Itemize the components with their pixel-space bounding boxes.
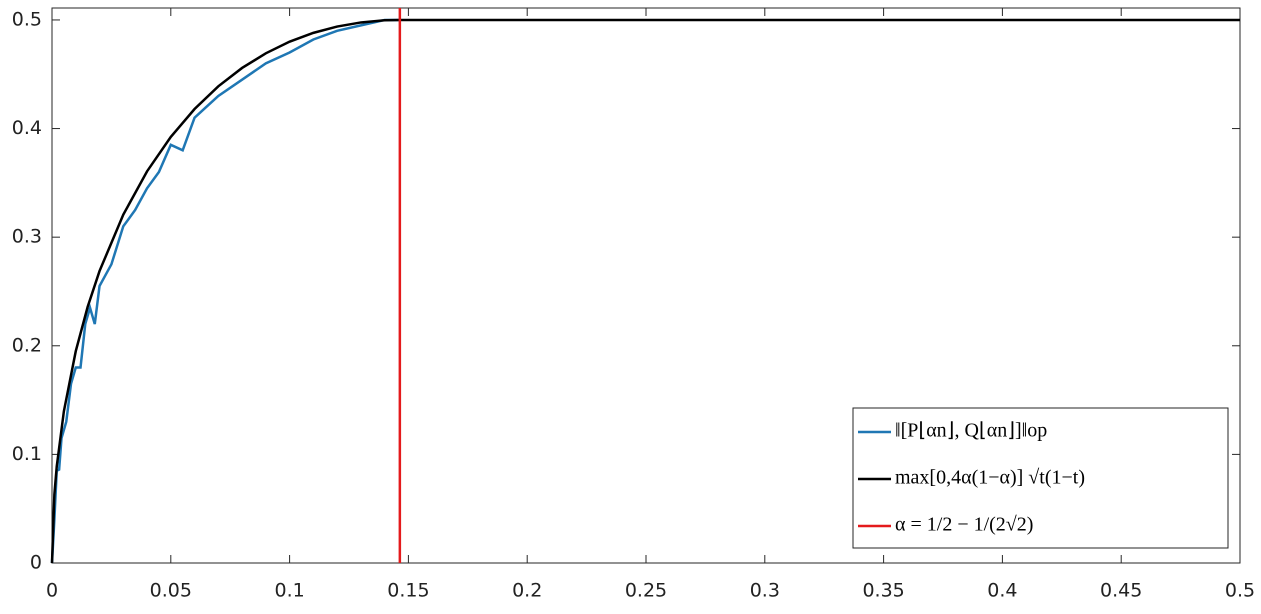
legend-box xyxy=(852,407,1229,549)
x-tick-label: 0.1 xyxy=(274,580,304,602)
y-tick-label: 0.2 xyxy=(12,334,42,356)
x-tick-label: 0.2 xyxy=(512,580,542,602)
legend-label: max[0,4α(1−α)] √t(1−t) xyxy=(895,467,1085,489)
y-tick-label: 0.3 xyxy=(12,226,42,248)
x-tick-label: 0.5 xyxy=(1225,580,1255,602)
x-tick-label: 0.35 xyxy=(862,580,904,602)
series-line xyxy=(50,18,1240,564)
series-line xyxy=(50,18,400,564)
x-tick-label: 0.25 xyxy=(625,580,667,602)
x-tick-label: 0.4 xyxy=(987,580,1017,602)
x-tick-label: 0.45 xyxy=(1100,580,1142,602)
y-tick-label: 0.4 xyxy=(12,117,42,139)
x-tick-label: 0.15 xyxy=(387,580,429,602)
y-tick-label: 0.5 xyxy=(12,8,42,30)
x-tick-label: 0.3 xyxy=(750,580,780,602)
x-tick-label: 0.05 xyxy=(150,580,192,602)
x-tick-label: 0 xyxy=(46,580,58,602)
y-tick-label: 0 xyxy=(30,552,42,574)
y-tick-label: 0.1 xyxy=(12,443,42,465)
legend-label: ‖[P⌊αn⌋, Q⌊αn⌋]‖op xyxy=(895,420,1047,442)
legend-label: α = 1/2 − 1/(2√2) xyxy=(895,514,1033,536)
